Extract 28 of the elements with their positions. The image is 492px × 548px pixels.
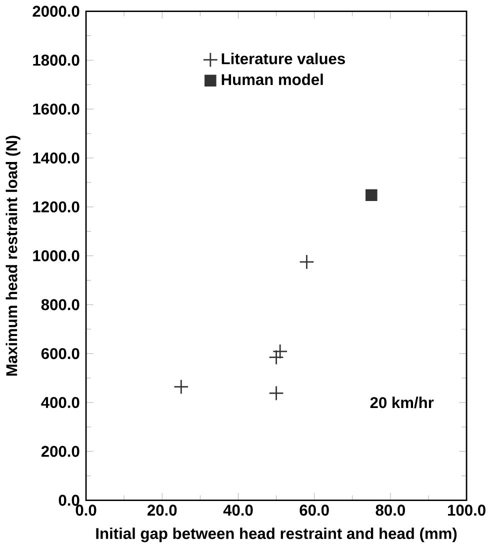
annotation: 20 km/hr	[370, 396, 434, 408]
x-tick-label: 80.0	[376, 504, 406, 516]
x-tick-label: 60.0	[300, 504, 329, 516]
x-tick-label: 0.0	[76, 504, 96, 516]
y-tick-label: 1600.0	[33, 104, 80, 115]
point	[366, 189, 378, 202]
x-axis-title: Initial gap between head restraint and head (mm)	[96, 528, 457, 542]
x-tick-label: 40.0	[223, 504, 253, 516]
point	[174, 379, 189, 394]
y-tick-label: 2000.0	[32, 6, 80, 17]
legend-label: Literature values	[222, 52, 346, 64]
y-tick-label: 800.0	[41, 299, 80, 310]
point	[272, 344, 288, 360]
y-tick-label: 1200.0	[33, 201, 80, 212]
point	[268, 386, 284, 401]
y-tick-label: 400.0	[41, 396, 80, 408]
point	[299, 254, 314, 270]
point	[268, 350, 284, 365]
legend-label: Human model	[222, 74, 323, 86]
x-tick-label: 20.0	[148, 504, 177, 516]
y-tick-label: 1400.0	[33, 152, 80, 164]
x-tick-label: 100.0	[448, 504, 486, 516]
y-tick-label: 1800.0	[33, 54, 80, 66]
y-tick-label: 600.0	[42, 348, 80, 360]
y-tick-label: 0.0	[58, 494, 80, 506]
y-tick-label: 1000.0	[33, 250, 80, 262]
y-axis-title: Maximum head restraint load (N)	[6, 136, 20, 376]
y-tick-label: 200.0	[42, 446, 80, 457]
